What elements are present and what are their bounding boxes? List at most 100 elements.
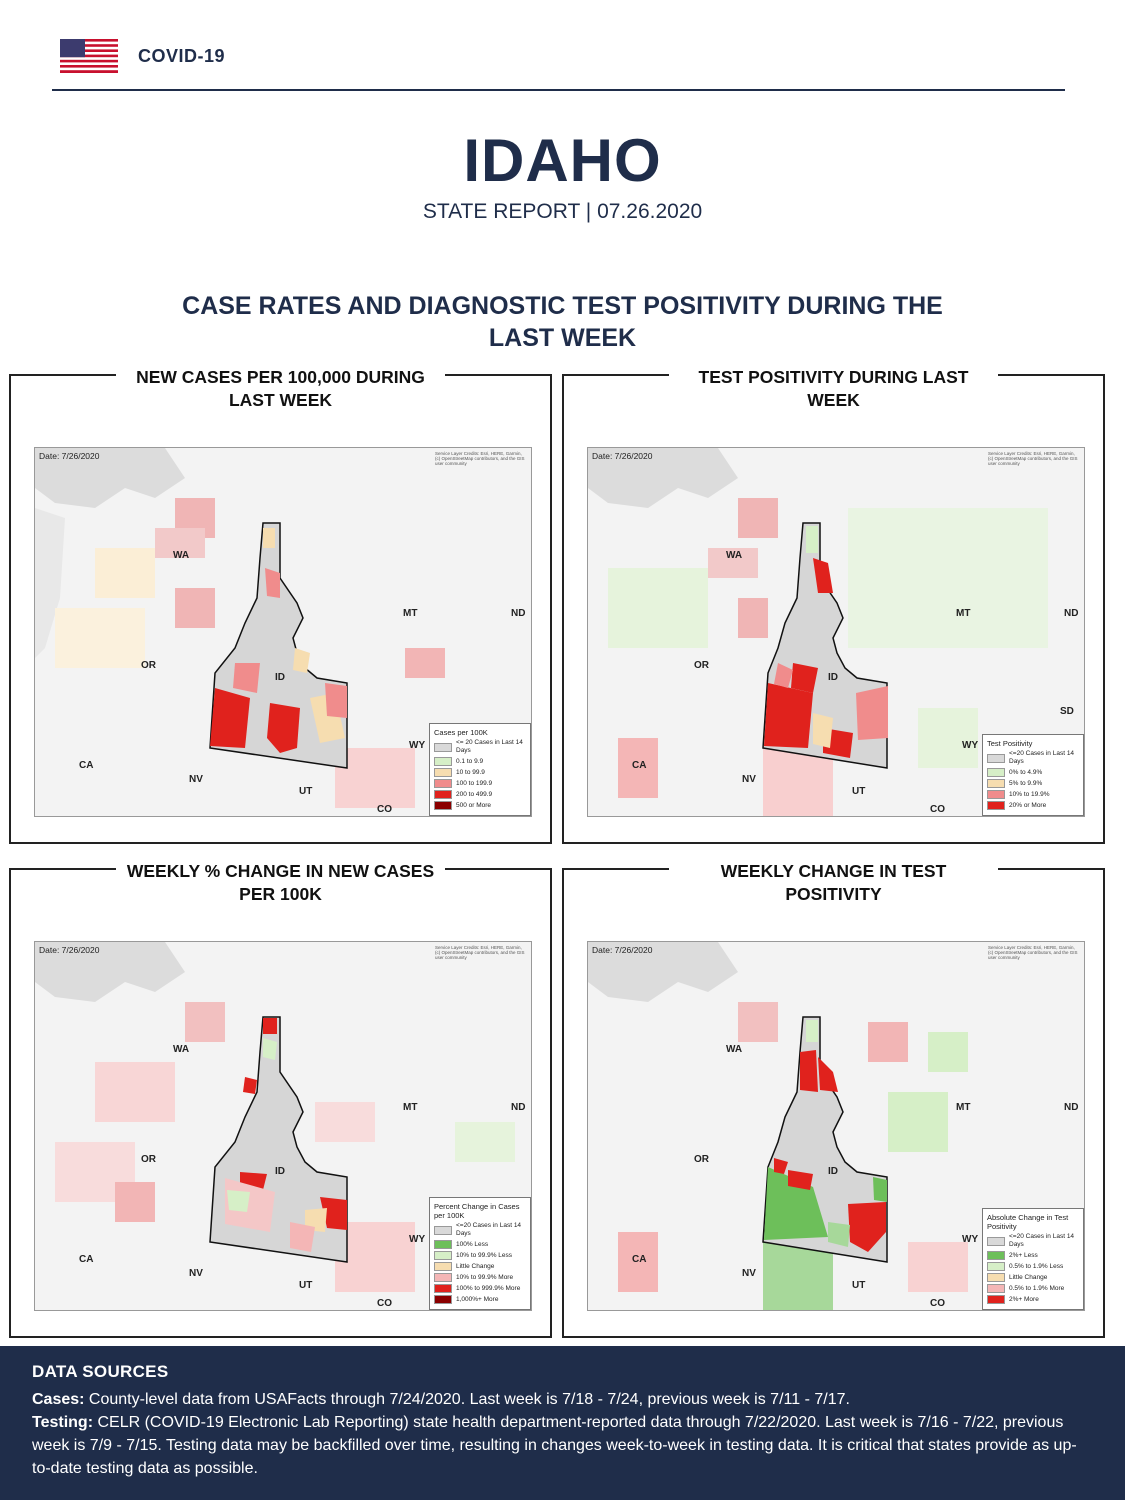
legend-item: 0.5% to 1.9% Less — [987, 1262, 1079, 1271]
legend-swatch — [434, 1273, 452, 1282]
panel-title: WEEKLY % CHANGE IN NEW CASES PER 100K — [116, 860, 445, 906]
state-label: SD — [1060, 706, 1074, 717]
cases-text: County-level data from USAFacts through … — [84, 1391, 850, 1408]
legend-swatch — [434, 768, 452, 777]
state-label: CO — [930, 804, 945, 815]
map-credit: Service Layer Credits: Esri, HERE, Garmi… — [435, 451, 525, 466]
panel-title: WEEKLY CHANGE IN TEST POSITIVITY — [669, 860, 998, 906]
map-date: Date: 7/26/2020 — [39, 451, 100, 461]
legend-item: <=20 Cases in Last 14 Days — [987, 750, 1079, 766]
legend-swatch — [434, 742, 452, 752]
map-test-positivity: Date: 7/26/2020 Service Layer Credits: E… — [587, 447, 1085, 817]
legend-item: 5% to 9.9% — [987, 779, 1079, 788]
legend-swatch — [987, 753, 1005, 763]
page-subtitle: STATE REPORT | 07.26.2020 — [422, 200, 703, 223]
state-label: UT — [852, 1280, 866, 1291]
panel-test-positivity: TEST POSITIVITY DURING LAST WEEK Date: 7… — [562, 366, 1105, 844]
map-date: Date: 7/26/2020 — [592, 451, 653, 461]
legend-item: Little Change — [987, 1273, 1079, 1282]
state-label: OR — [141, 660, 156, 671]
state-label: ID — [275, 1166, 285, 1177]
legend-swatch — [987, 779, 1005, 788]
legend-item: 100 to 199.9 — [434, 779, 526, 788]
legend-swatch — [434, 1284, 452, 1293]
state-label: ID — [275, 672, 285, 683]
cases-source: Cases: County-level data from USAFacts t… — [32, 1388, 1093, 1411]
state-label: NV — [189, 774, 203, 785]
section-title: CASE RATES AND DIAGNOSTIC TEST POSITIVIT… — [182, 292, 943, 352]
testing-text: CELR (COVID-19 Electronic Lab Reporting)… — [32, 1414, 1077, 1477]
state-label: MT — [403, 608, 418, 619]
legend-item: 10 to 99.9 — [434, 768, 526, 777]
state-label: MT — [956, 1102, 971, 1113]
map-credit: Service Layer Credits: Esri, HERE, Garmi… — [988, 451, 1078, 466]
state-label: WA — [173, 1044, 190, 1055]
legend-item: 0.5% to 1.9% More — [987, 1284, 1079, 1293]
legend-swatch — [434, 1225, 452, 1235]
legend-swatch — [434, 1240, 452, 1249]
brand-label: COVID-19 — [138, 45, 226, 66]
map-new-cases: Date: 7/26/2020 Service Layer Credits: E… — [34, 447, 532, 817]
legend-title: Test Positivity — [987, 739, 1033, 748]
state-label: WA — [726, 550, 743, 561]
state-label: OR — [141, 1154, 156, 1165]
state-label: MT — [956, 608, 971, 619]
data-sources-footer: DATA SOURCES Cases: County-level data fr… — [0, 1346, 1125, 1500]
testing-source: Testing: CELR (COVID-19 Electronic Lab R… — [32, 1411, 1093, 1480]
legend-swatch — [434, 1295, 452, 1304]
map-graphic — [35, 448, 531, 816]
state-label: NV — [742, 1268, 756, 1279]
legend-swatch — [434, 1262, 452, 1271]
legend-swatch — [434, 790, 452, 799]
legend-swatch — [987, 1284, 1005, 1293]
legend-item: 200 to 499.9 — [434, 790, 526, 799]
state-label: WY — [409, 1234, 426, 1245]
map-date: Date: 7/26/2020 — [592, 945, 653, 955]
legend-swatch — [987, 1262, 1005, 1271]
legend-title: Absolute Change in Test Positivity — [987, 1213, 1069, 1231]
legend-swatch — [987, 1236, 1005, 1246]
state-label: ND — [511, 608, 526, 619]
legend-item: 10% to 19.9% — [987, 790, 1079, 799]
map-legend: Absolute Change in Test Positivity <=20 … — [982, 1208, 1084, 1310]
state-label: WA — [173, 550, 190, 561]
state-label: WY — [962, 740, 979, 751]
legend-item: 500 or More — [434, 801, 526, 810]
map-credit: Service Layer Credits: Esri, HERE, Garmi… — [988, 945, 1078, 960]
state-label: OR — [694, 1154, 709, 1165]
us-flag-icon — [60, 39, 118, 73]
legend-item: 10% to 99.9% More — [434, 1273, 526, 1282]
legend-item: 100% to 999.9% More — [434, 1284, 526, 1293]
map-legend: Percent Change in Cases per 100K <=20 Ca… — [429, 1197, 531, 1310]
panel-weekly-change-cases: WEEKLY % CHANGE IN NEW CASES PER 100K Da… — [9, 860, 552, 1338]
legend-swatch — [434, 801, 452, 810]
header-divider — [52, 89, 1065, 91]
state-label: WY — [409, 740, 426, 751]
legend-item: 2%+ Less — [987, 1251, 1079, 1260]
state-label: CA — [632, 1254, 647, 1265]
map-graphic — [588, 942, 1084, 1310]
legend-swatch — [987, 768, 1005, 777]
legend-swatch — [987, 1295, 1005, 1304]
map-legend: Test Positivity <=20 Cases in Last 14 Da… — [982, 734, 1084, 816]
legend-swatch — [987, 1251, 1005, 1260]
map-legend: Cases per 100K <= 20 Cases in Last 14 Da… — [429, 723, 531, 816]
panel-new-cases: NEW CASES PER 100,000 DURING LAST WEEK D… — [9, 366, 552, 844]
state-label: WY — [962, 1234, 979, 1245]
legend-item: <=20 Cases in Last 14 Days — [434, 1222, 526, 1238]
cases-label: Cases: — [32, 1391, 85, 1408]
legend-title: Cases per 100K — [434, 728, 488, 737]
state-label: OR — [694, 660, 709, 671]
legend-item: <= 20 Cases in Last 14 Days — [434, 739, 526, 755]
state-label: MT — [403, 1102, 418, 1113]
panel-title: NEW CASES PER 100,000 DURING LAST WEEK — [116, 366, 445, 412]
legend-item: 20% or More — [987, 801, 1079, 810]
footer-heading: DATA SOURCES — [32, 1362, 169, 1381]
map-credit: Service Layer Credits: Esri, HERE, Garmi… — [435, 945, 525, 960]
map-weekly-change-positivity: Date: 7/26/2020 Service Layer Credits: E… — [587, 941, 1085, 1311]
legend-swatch — [434, 779, 452, 788]
panel-title: TEST POSITIVITY DURING LAST WEEK — [669, 366, 998, 412]
panel-weekly-change-positivity: WEEKLY CHANGE IN TEST POSITIVITY Date: 7… — [562, 860, 1105, 1338]
legend-item: <=20 Cases in Last 14 Days — [987, 1233, 1079, 1249]
legend-swatch — [987, 1273, 1005, 1282]
